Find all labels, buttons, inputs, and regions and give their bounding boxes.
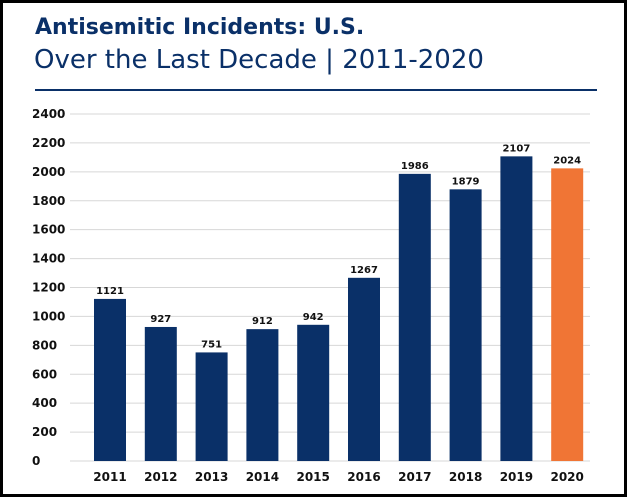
data-label-2011: 1121 — [96, 286, 124, 297]
y-axis-ticks: 0 200 400 600 800 1000 1200 1400 1600 1800 2000 220… — [32, 107, 65, 468]
bar-2019 — [500, 156, 533, 461]
x-tick-label-2012: 2012 — [144, 470, 177, 484]
x-tick-label-2013: 2013 — [195, 470, 228, 484]
data-labels: 1121 927 751 912 942 1267 1986 1879 2107 2024 — [96, 143, 581, 350]
bar-2020 — [551, 168, 584, 461]
x-tick-label-2019: 2019 — [500, 470, 533, 484]
data-label-2018: 1879 — [452, 176, 480, 187]
y-tick-label: 2200 — [32, 136, 65, 150]
y-tick-label: 2000 — [32, 165, 65, 179]
y-tick-label: 1400 — [32, 252, 65, 266]
bar-2013 — [195, 352, 228, 461]
y-tick-label: 0 — [32, 454, 40, 468]
x-tick-label-2014: 2014 — [246, 470, 279, 484]
data-label-2017: 1986 — [401, 161, 429, 172]
x-axis-ticks: 2011 2012 2013 2014 2015 2016 2017 2018 2019 2020 — [93, 470, 584, 484]
bar-2011 — [94, 298, 126, 461]
x-tick-label-2017: 2017 — [398, 470, 431, 484]
data-label-2014: 912 — [252, 316, 273, 327]
data-label-2019: 2107 — [502, 143, 530, 154]
bar-2014 — [246, 329, 279, 461]
bar-2017 — [398, 173, 431, 462]
y-tick-label: 400 — [32, 396, 57, 410]
data-label-2016: 1267 — [350, 265, 378, 276]
x-tick-label-2016: 2016 — [347, 470, 380, 484]
data-label-2020: 2024 — [553, 155, 581, 166]
y-tick-label: 600 — [32, 367, 57, 381]
y-tick-label: 800 — [32, 338, 57, 352]
x-tick-label-2020: 2020 — [550, 470, 583, 484]
title-divider — [35, 89, 597, 91]
chart-title: Antisemitic Incidents: U.S. — [35, 15, 365, 40]
y-tick-label: 1600 — [32, 223, 65, 237]
x-tick-label-2015: 2015 — [296, 470, 329, 484]
bar-2012 — [144, 326, 177, 461]
bar-2015 — [297, 324, 330, 461]
x-tick-label-2018: 2018 — [449, 470, 482, 484]
bar-2018 — [449, 189, 482, 461]
bar-2016 — [348, 277, 380, 461]
data-label-2015: 942 — [303, 312, 324, 323]
y-tick-label: 200 — [32, 425, 57, 439]
y-tick-label: 1000 — [32, 309, 65, 323]
data-label-2012: 927 — [150, 314, 171, 325]
y-tick-label: 2400 — [32, 107, 65, 121]
bars — [94, 156, 584, 462]
x-tick-label-2011: 2011 — [93, 470, 126, 484]
chart-subtitle: Over the Last Decade | 2011-2020 — [34, 45, 484, 75]
data-label-2013: 751 — [201, 339, 222, 350]
y-tick-label: 1800 — [32, 194, 65, 208]
y-tick-label: 1200 — [32, 281, 65, 295]
